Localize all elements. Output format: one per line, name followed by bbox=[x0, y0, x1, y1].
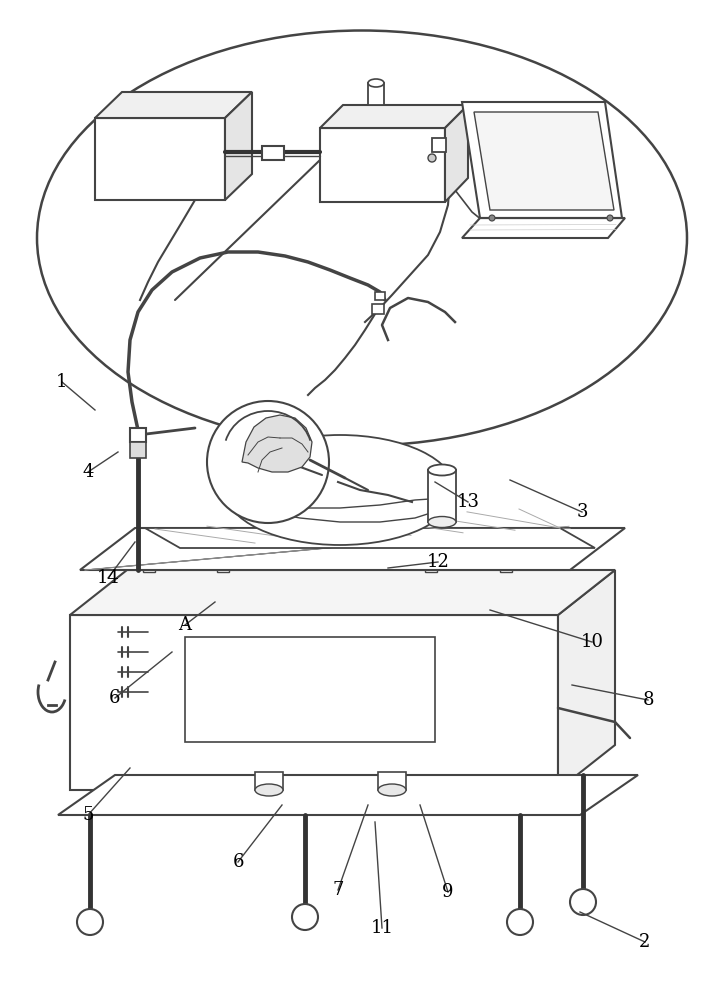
Polygon shape bbox=[262, 146, 284, 160]
Text: A: A bbox=[178, 616, 191, 634]
Circle shape bbox=[489, 215, 495, 221]
Polygon shape bbox=[500, 562, 512, 572]
Polygon shape bbox=[225, 92, 252, 200]
Polygon shape bbox=[255, 772, 283, 790]
Polygon shape bbox=[375, 292, 385, 300]
Polygon shape bbox=[372, 304, 384, 314]
Polygon shape bbox=[130, 428, 146, 442]
Circle shape bbox=[507, 909, 533, 935]
Polygon shape bbox=[558, 570, 615, 790]
Polygon shape bbox=[428, 470, 456, 522]
Polygon shape bbox=[143, 562, 155, 572]
Polygon shape bbox=[462, 218, 625, 238]
Polygon shape bbox=[368, 83, 384, 105]
Ellipse shape bbox=[378, 784, 406, 796]
Text: 8: 8 bbox=[642, 691, 653, 709]
Text: 9: 9 bbox=[442, 883, 454, 901]
Polygon shape bbox=[58, 775, 638, 815]
Polygon shape bbox=[378, 772, 406, 790]
Text: 14: 14 bbox=[96, 569, 120, 587]
Text: 6: 6 bbox=[232, 853, 244, 871]
Polygon shape bbox=[70, 615, 558, 790]
Ellipse shape bbox=[428, 516, 456, 528]
Polygon shape bbox=[185, 637, 435, 742]
Polygon shape bbox=[145, 528, 595, 548]
Text: 1: 1 bbox=[56, 373, 68, 391]
Text: 12: 12 bbox=[426, 553, 450, 571]
Circle shape bbox=[428, 154, 436, 162]
Polygon shape bbox=[95, 92, 252, 118]
Text: 2: 2 bbox=[639, 933, 651, 951]
Text: 5: 5 bbox=[82, 806, 93, 824]
Ellipse shape bbox=[225, 435, 455, 545]
Ellipse shape bbox=[428, 464, 456, 476]
Polygon shape bbox=[95, 118, 225, 200]
Polygon shape bbox=[80, 528, 625, 570]
Text: 6: 6 bbox=[109, 689, 121, 707]
Text: 7: 7 bbox=[332, 881, 343, 899]
Circle shape bbox=[292, 904, 318, 930]
Text: 10: 10 bbox=[581, 633, 603, 651]
Ellipse shape bbox=[255, 784, 283, 796]
Polygon shape bbox=[217, 562, 229, 572]
Polygon shape bbox=[425, 562, 437, 572]
Text: 3: 3 bbox=[576, 503, 588, 521]
Polygon shape bbox=[474, 112, 614, 210]
Circle shape bbox=[570, 889, 596, 915]
Polygon shape bbox=[130, 442, 146, 458]
Text: 11: 11 bbox=[370, 919, 394, 937]
Polygon shape bbox=[320, 105, 468, 128]
Text: 4: 4 bbox=[82, 463, 93, 481]
Polygon shape bbox=[268, 498, 445, 522]
Polygon shape bbox=[70, 570, 615, 615]
Ellipse shape bbox=[368, 79, 384, 87]
Circle shape bbox=[77, 909, 103, 935]
Polygon shape bbox=[445, 105, 468, 202]
Polygon shape bbox=[242, 415, 312, 472]
Polygon shape bbox=[320, 128, 445, 202]
Circle shape bbox=[607, 215, 613, 221]
Ellipse shape bbox=[207, 401, 329, 523]
Polygon shape bbox=[432, 138, 446, 152]
Text: 13: 13 bbox=[457, 493, 479, 511]
Polygon shape bbox=[462, 102, 622, 218]
